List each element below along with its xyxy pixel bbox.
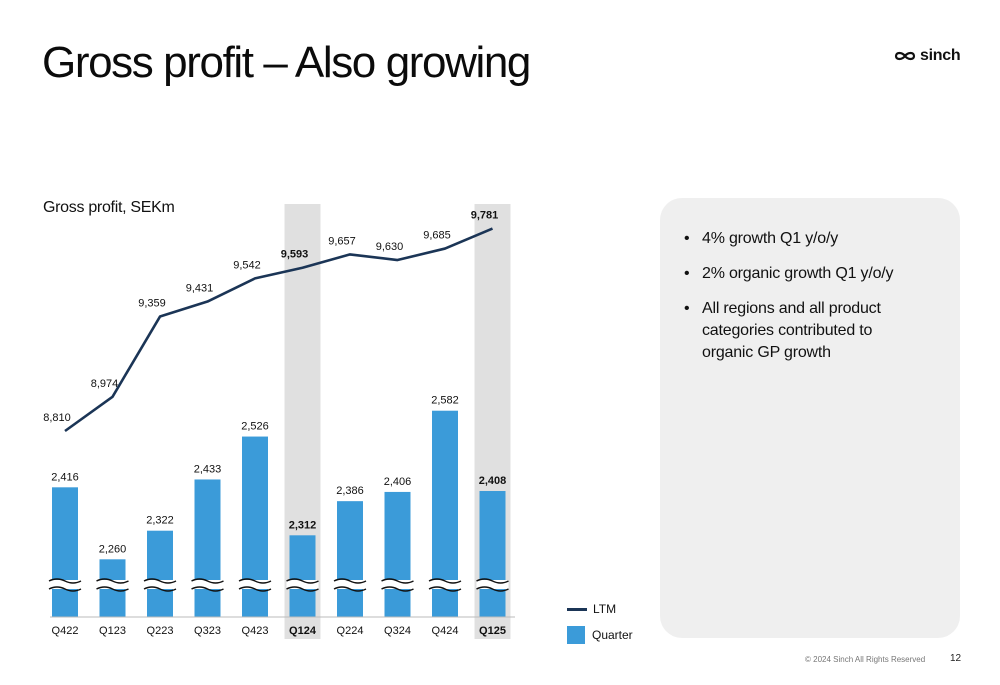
axis-break-mark	[381, 578, 414, 584]
axis-break-mark	[333, 578, 367, 584]
axis-break-mark	[476, 578, 509, 584]
axis-break-mark	[191, 578, 224, 584]
gross-profit-chart: 2,416 2,260 2,322 2,433 2,526 2,312 2,386 2,406…	[43, 204, 515, 639]
bar-q224	[337, 501, 363, 617]
x-tick-label-q125: Q125	[479, 625, 506, 637]
axis-break-gap	[239, 580, 271, 589]
ltm-value-label-q424: 9,685	[423, 230, 451, 242]
axis-break-mark	[48, 586, 82, 592]
bar-q125	[479, 491, 506, 617]
x-tick-label-q124: Q124	[289, 625, 317, 637]
ltm-value-label-q422: 8,810	[43, 412, 71, 424]
ltm-value-label-q423: 9,542	[233, 259, 261, 271]
legend-label-ltm: LTM	[593, 602, 617, 616]
axis-break-gap	[286, 580, 319, 589]
x-tick-label-q324: Q324	[384, 625, 411, 637]
ltm-value-label-q224: 9,657	[328, 235, 356, 247]
bar-q323	[194, 479, 221, 617]
ltm-line	[64, 227, 494, 433]
bar-q324	[384, 491, 411, 617]
bar-q124	[289, 535, 316, 617]
x-tick-label-q423: Q423	[242, 625, 269, 637]
chart-legend: LTM Quarter	[567, 597, 633, 649]
axis-break-mark	[48, 578, 82, 584]
key-point: 4% growth Q1 y/o/y	[684, 228, 922, 250]
bar-q422	[52, 487, 78, 617]
bar-value-label-q424: 2,582	[431, 395, 459, 407]
x-tick-label-q323: Q323	[194, 625, 221, 637]
axis-break-mark	[96, 578, 129, 584]
legend-swatch-ltm	[567, 607, 587, 611]
axis-break-mark	[238, 586, 272, 592]
copyright-footer: © 2024 Sinch All Rights Reserved	[805, 655, 926, 664]
sinch-logo-icon	[894, 51, 916, 61]
slide-title: Gross profit – Also growing	[42, 38, 531, 87]
x-tick-label-q223: Q223	[147, 625, 174, 637]
legend-swatch-quarter	[567, 626, 585, 644]
sinch-logo: sinch	[894, 46, 961, 66]
bar-value-label-q224: 2,386	[336, 485, 364, 497]
axis-break-mark	[286, 586, 319, 592]
bar-value-label-q124: 2,312	[289, 519, 317, 531]
bar-value-label-q123: 2,260	[99, 543, 127, 555]
logo-text: sinch	[920, 47, 961, 64]
axis-break-mark	[238, 578, 272, 584]
ltm-value-label-q323: 9,431	[186, 283, 214, 295]
ltm-value-label-q125: 9,781	[471, 210, 499, 222]
axis-break-mark	[476, 586, 509, 592]
bar-value-label-q323: 2,433	[194, 463, 222, 475]
x-tick-label-q422: Q422	[52, 625, 79, 637]
bar-value-label-q324: 2,406	[384, 476, 412, 488]
axis-break-mark	[143, 586, 177, 592]
legend-label-quarter: Quarter	[592, 628, 633, 642]
axis-break-mark	[428, 586, 462, 592]
ltm-value-label-q124: 9,593	[281, 249, 309, 261]
bar-q423	[242, 436, 268, 617]
key-point: All regions and all product categories c…	[684, 298, 922, 364]
bar-value-label-q422: 2,416	[51, 471, 79, 483]
key-points-list: 4% growth Q1 y/o/y 2% organic growth Q1 …	[660, 198, 960, 364]
axis-break-gap	[49, 580, 81, 589]
chart-title: Gross profit, SEKm	[43, 199, 175, 216]
axis-break-mark	[143, 578, 177, 584]
page-number: 12	[950, 653, 962, 664]
axis-break-gap	[381, 580, 414, 589]
bar-q223	[147, 530, 173, 617]
ltm-value-label-q223: 9,359	[138, 298, 166, 310]
key-point: 2% organic growth Q1 y/o/y	[684, 263, 922, 285]
bar-value-label-q125: 2,408	[479, 475, 507, 487]
axis-break-gap	[476, 580, 509, 589]
axis-break-mark	[428, 578, 462, 584]
x-tick-label-q224: Q224	[337, 625, 364, 637]
axis-break-gap	[191, 580, 224, 589]
bar-value-label-q223: 2,322	[146, 515, 174, 527]
axis-break-mark	[96, 586, 129, 592]
x-tick-label-q123: Q123	[99, 625, 126, 637]
axis-break-gap	[334, 580, 366, 589]
bar-value-label-q423: 2,526	[241, 421, 269, 433]
axis-break-gap	[96, 580, 129, 589]
axis-break-gap	[144, 580, 176, 589]
x-tick-label-q424: Q424	[432, 625, 459, 637]
axis-break-mark	[381, 586, 414, 592]
ltm-value-label-q123: 8,974	[91, 378, 119, 390]
ltm-value-label-q324: 9,630	[376, 241, 404, 253]
legend-item-ltm: LTM	[567, 597, 633, 621]
axis-break-mark	[191, 586, 224, 592]
legend-item-quarter: Quarter	[567, 623, 633, 647]
axis-break-gap	[429, 580, 461, 589]
key-points-panel: 4% growth Q1 y/o/y 2% organic growth Q1 …	[660, 198, 960, 638]
axis-break-mark	[333, 586, 367, 592]
axis-break-mark	[286, 578, 319, 584]
